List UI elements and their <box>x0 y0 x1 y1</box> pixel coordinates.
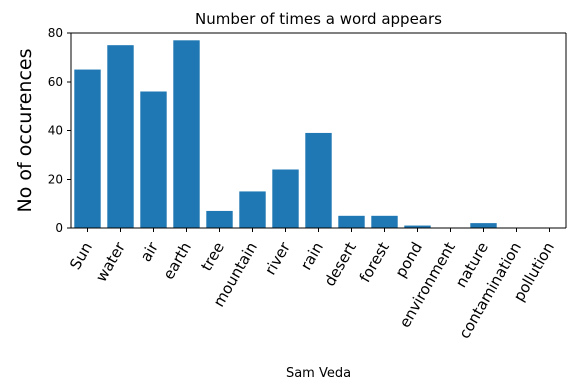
x-tick-label-desert: desert <box>320 239 360 290</box>
bar-desert <box>338 215 365 228</box>
x-tick-label-sun: Sun <box>66 239 96 273</box>
x-axis-label: Sam Veda <box>286 366 351 381</box>
y-tick-label-0: 0 <box>55 221 63 235</box>
x-tick-label-earth: earth <box>159 239 195 283</box>
x-tick-label-water: water <box>92 238 129 285</box>
axes <box>70 32 567 229</box>
plot-area <box>74 40 497 228</box>
bar-forest <box>371 215 398 228</box>
y-axis-label: No of occurences <box>14 49 36 213</box>
y-tick-label-40: 40 <box>48 124 63 138</box>
bar-tree <box>206 210 233 228</box>
y-tick-label-80: 80 <box>48 26 63 40</box>
bar-air <box>140 91 167 228</box>
x-tick-label-pond: pond <box>392 239 426 281</box>
bar-nature <box>470 223 497 228</box>
y-tick-label-20: 20 <box>48 172 63 186</box>
bar-sun <box>74 69 101 228</box>
bar-pond <box>404 225 431 228</box>
x-tick-label-river: river <box>261 238 294 278</box>
bar-rain <box>305 132 332 228</box>
chart-title: Number of times a word appears <box>195 10 442 28</box>
x-tick-label-air: air <box>137 238 163 265</box>
y-tick-label-60: 60 <box>48 75 63 89</box>
y-axis-ticks: 0 20 40 60 80 <box>48 26 71 235</box>
bar-river <box>272 169 299 228</box>
bar-water <box>107 45 134 228</box>
bar-earth <box>173 40 200 228</box>
x-tick-label-tree: tree <box>197 239 228 274</box>
bar-mountain <box>239 191 266 228</box>
x-tick-label-forest: forest <box>356 239 393 286</box>
x-tick-label-rain: rain <box>297 239 327 273</box>
